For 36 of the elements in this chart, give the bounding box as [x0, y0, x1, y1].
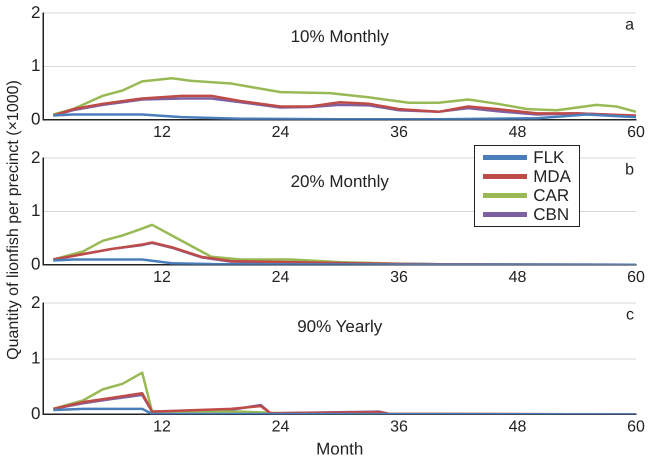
x-tick-label: 24	[272, 268, 290, 286]
x-tick-label: 12	[153, 268, 171, 286]
x-axis-title: Month	[316, 439, 364, 458]
x-tick-label: 48	[508, 418, 526, 436]
annotation: b	[625, 162, 634, 179]
x-tick-label: 60	[627, 418, 645, 436]
y-tick-label: 2	[30, 2, 40, 22]
x-tick-label: 24	[272, 124, 290, 141]
x-tick-label: 36	[390, 418, 408, 436]
text: 10% Monthly	[290, 26, 390, 46]
legend-label: CAR	[533, 186, 570, 205]
x-tick-label: 48	[508, 268, 526, 286]
text: 90% Yearly	[297, 316, 383, 336]
y-tick-label: 0	[30, 404, 40, 424]
x-tick-label: 60	[627, 124, 645, 141]
y-tick-label: 2	[30, 148, 40, 167]
text: 20% Monthly	[290, 172, 390, 191]
y-tick-label: 0	[30, 254, 40, 274]
y-axis-title: Quantity of lionfish per precinct (×1000)	[5, 80, 23, 360]
y-tick-label: 1	[30, 56, 40, 76]
x-tick-label: 12	[153, 418, 171, 436]
annotation: a	[625, 16, 634, 34]
x-tick-label: 36	[390, 268, 408, 286]
y-tick-label: 2	[30, 292, 40, 312]
y-tick-label: 0	[30, 109, 40, 128]
y-tick-label: 1	[30, 201, 40, 220]
x-tick-label: 24	[272, 418, 290, 436]
annotation: c	[626, 306, 634, 324]
y-tick-label: 1	[30, 348, 40, 368]
legend-label: CBN	[533, 205, 570, 224]
legend-label: FLK	[533, 148, 564, 167]
x-tick-label: 12	[153, 124, 171, 141]
x-tick-label: 60	[627, 268, 645, 286]
x-tick-label: 36	[390, 124, 408, 141]
x-tick-label: 48	[508, 124, 526, 141]
legend-label: MDA	[533, 167, 571, 186]
